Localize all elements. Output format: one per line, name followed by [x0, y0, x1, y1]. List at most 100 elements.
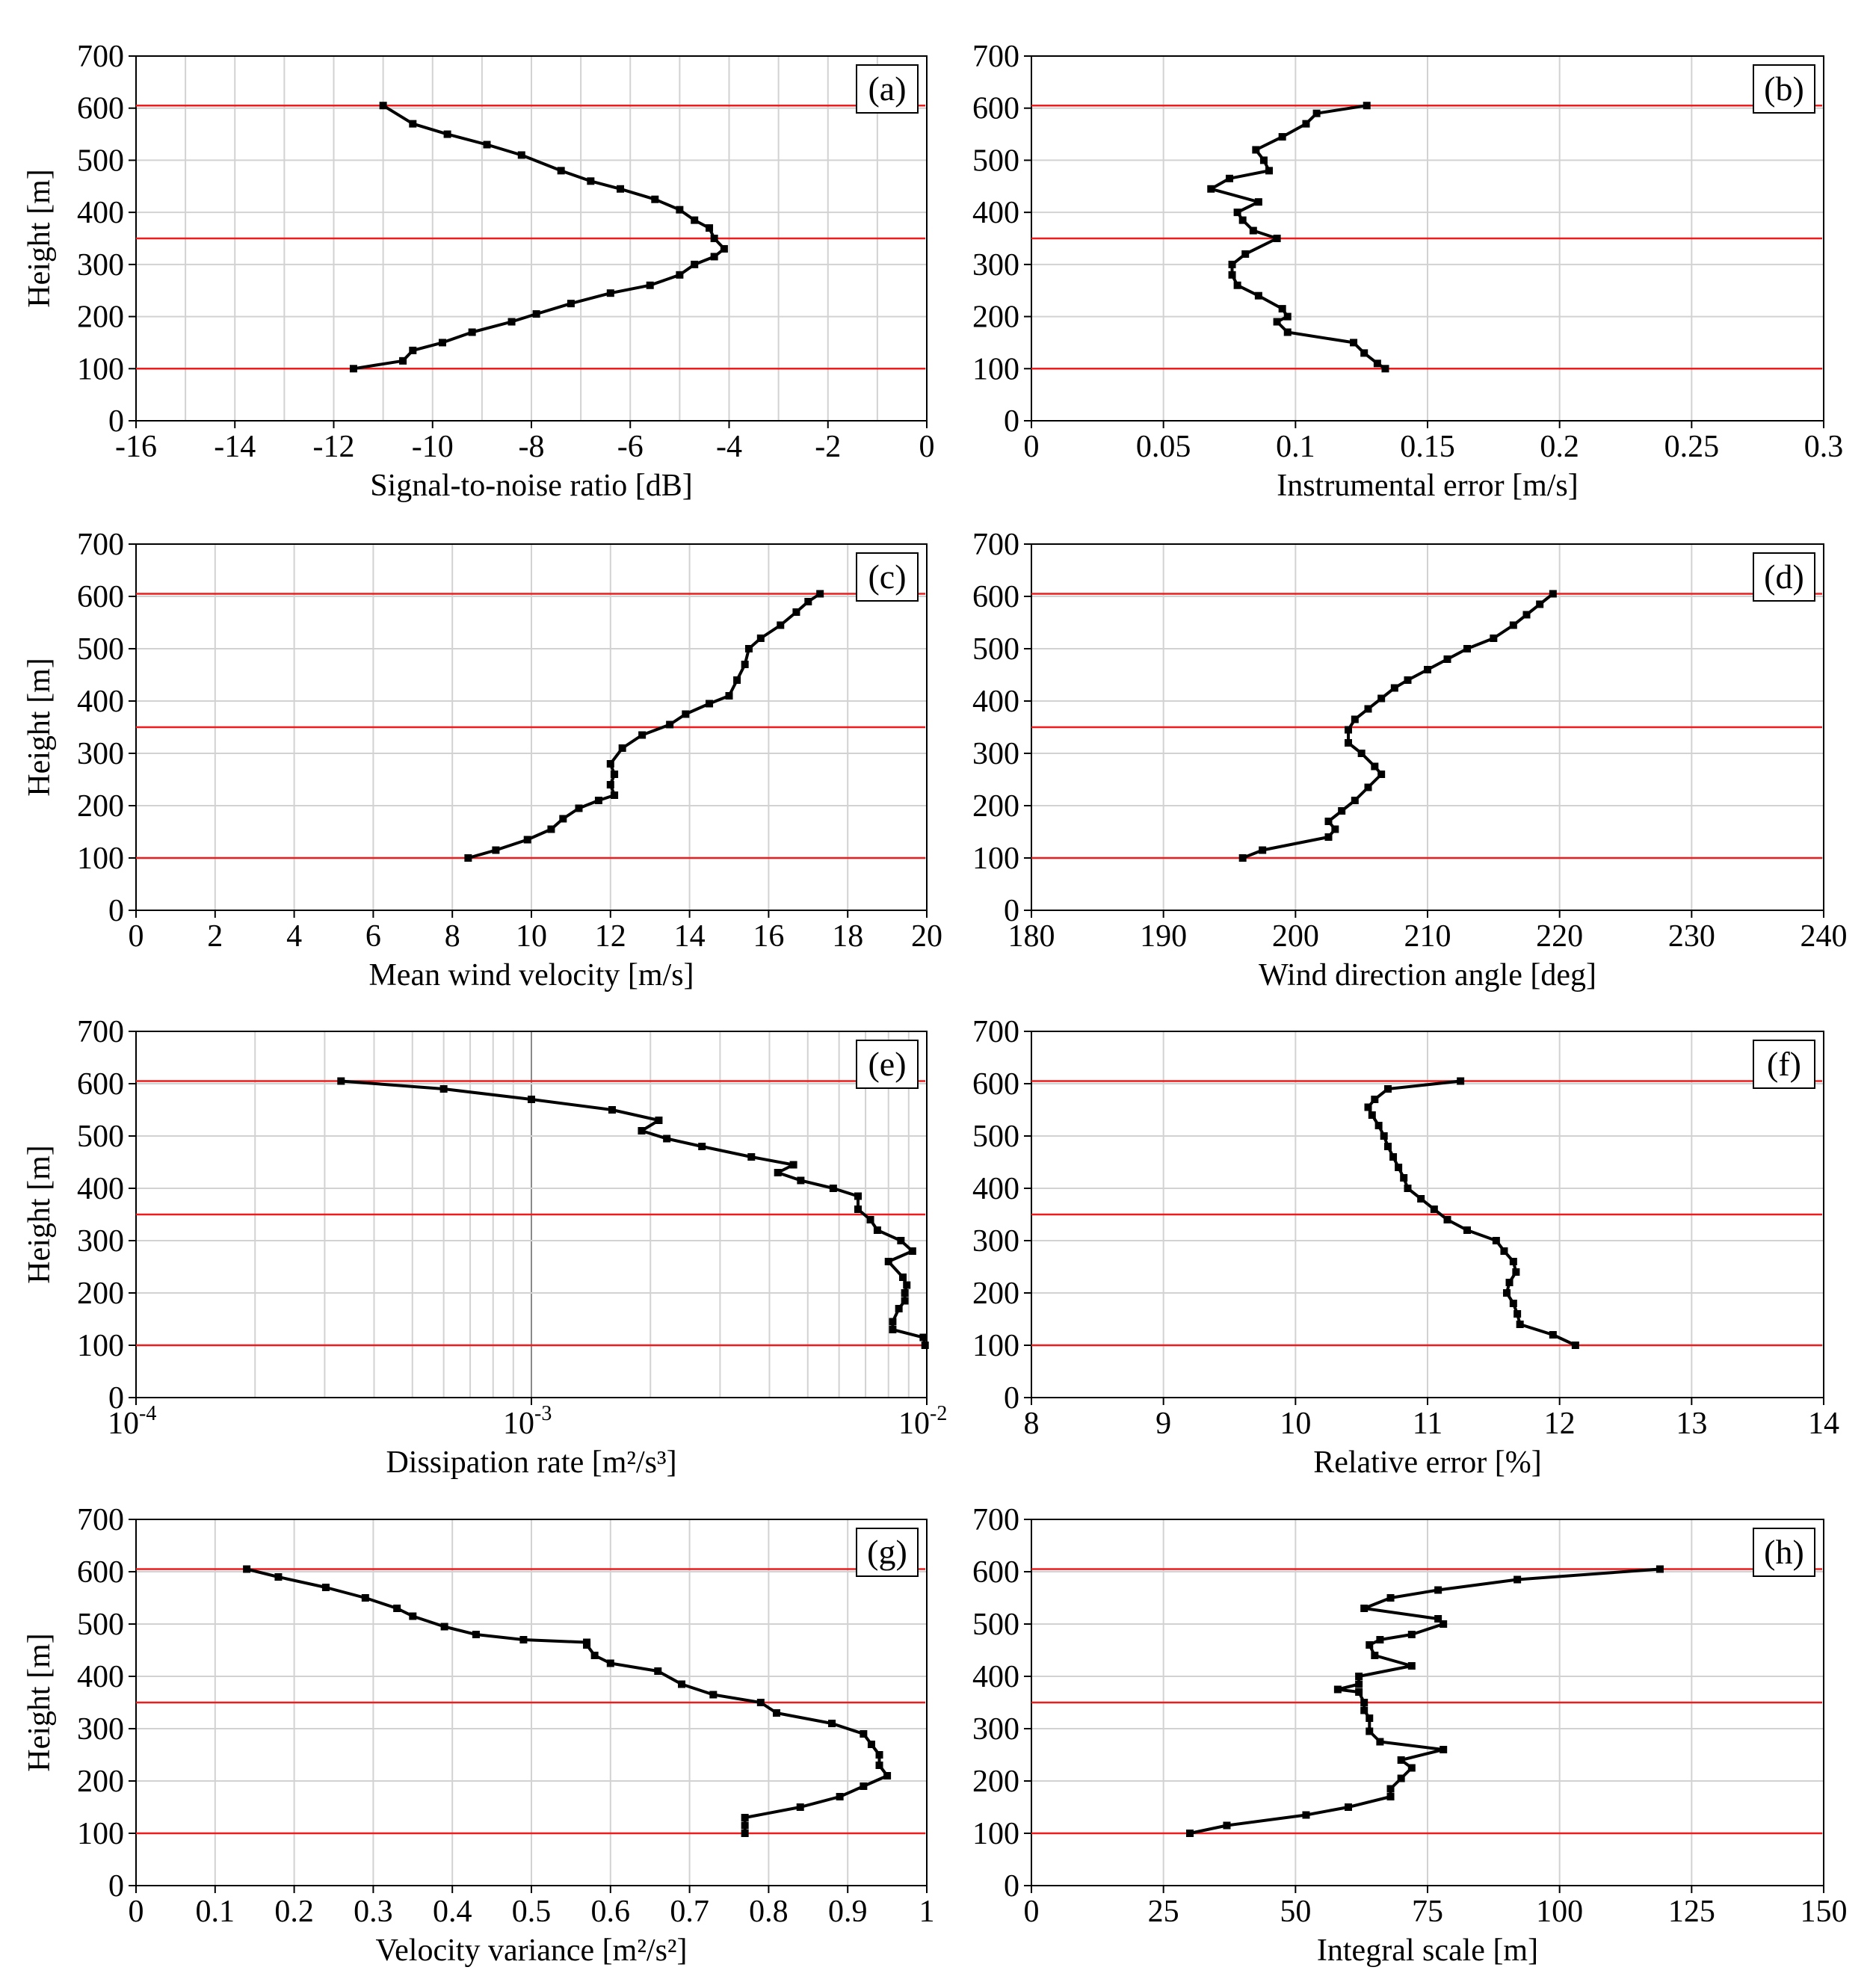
data-point	[1338, 807, 1346, 815]
data-point	[1571, 1342, 1579, 1349]
data-point	[618, 744, 626, 752]
x-tick-label: 0	[919, 430, 935, 464]
data-point	[528, 1096, 535, 1103]
data-point	[1259, 156, 1268, 164]
data-point	[361, 1594, 369, 1602]
data-point	[1207, 185, 1215, 193]
x-tick-label: 10	[516, 919, 547, 954]
data-point	[1395, 1164, 1403, 1171]
x-tick-label: 12	[1544, 1407, 1576, 1441]
data-point	[1366, 1727, 1374, 1735]
data-line	[1189, 1567, 1661, 1835]
data-point	[710, 235, 718, 242]
data-point	[1440, 1620, 1448, 1628]
data-point	[1397, 1774, 1405, 1782]
y-tick-label: 100	[972, 842, 1019, 876]
y-tick-label: 600	[972, 1555, 1019, 1590]
x-tick-label: 2	[207, 919, 223, 954]
data-point	[1278, 133, 1286, 141]
data-point	[1366, 1641, 1374, 1649]
x-axis-label: Dissipation rate [m²/s³]	[386, 1445, 676, 1480]
data-point	[1443, 1216, 1451, 1223]
x-tick-label: 240	[1801, 919, 1848, 954]
data-point	[1549, 590, 1557, 598]
data-point	[1364, 705, 1372, 713]
data-point	[575, 804, 583, 812]
y-tick-label: 600	[77, 580, 124, 614]
chart-panel-c: 0 100 200 300 400 500 600 700 0 2 4 6 8 10 12 14 16 18 20 M…	[22, 528, 942, 993]
y-tick-label: 700	[77, 40, 124, 74]
y-tick-label: 700	[77, 1503, 124, 1537]
data-point	[1360, 1605, 1369, 1612]
x-tick-label: 16	[753, 919, 784, 954]
x-tick-label: 200	[1272, 919, 1319, 954]
data-point	[443, 130, 451, 138]
y-tick-label: 600	[77, 1067, 124, 1102]
x-tick-label: 18	[832, 919, 863, 954]
data-point	[854, 1192, 862, 1200]
data-point	[1345, 739, 1352, 747]
x-tick-label: 50	[1280, 1895, 1311, 1929]
y-tick-label: 300	[972, 1224, 1019, 1259]
panel-label-box	[856, 1040, 919, 1089]
panel-label: (f)	[1767, 1045, 1801, 1083]
data-point	[532, 310, 540, 318]
x-tick-exponent: -3	[534, 1402, 552, 1425]
y-tick-label: 200	[972, 300, 1019, 335]
data-point	[1505, 1279, 1513, 1286]
y-tick-label: 600	[77, 1555, 124, 1590]
data-point	[1457, 1077, 1465, 1085]
data-point	[1381, 365, 1389, 373]
data-point	[720, 244, 728, 253]
data-point	[774, 1169, 782, 1176]
y-tick-label: 200	[77, 789, 124, 824]
data-point	[1386, 1594, 1395, 1602]
data-point	[709, 1691, 718, 1699]
y-tick-label: 500	[972, 1120, 1019, 1154]
data-line	[467, 592, 821, 859]
data-point	[1434, 1586, 1442, 1594]
data-point	[1355, 1673, 1363, 1680]
data-point	[691, 260, 699, 268]
data-point	[756, 1699, 765, 1706]
data-point	[1407, 1631, 1416, 1638]
data-point	[1376, 1738, 1384, 1746]
data-point	[1312, 109, 1321, 117]
data-point	[590, 1652, 599, 1659]
x-tick-label: 190	[1140, 919, 1187, 954]
y-tick-label: 400	[77, 196, 124, 230]
data-point	[606, 289, 614, 297]
data-point	[867, 1741, 875, 1748]
data-point	[594, 797, 602, 804]
x-tick-label: 0.6	[591, 1895, 631, 1929]
data-point	[483, 141, 491, 149]
data-point	[567, 300, 575, 308]
data-point	[519, 1636, 528, 1643]
y-tick-label: 300	[77, 737, 124, 771]
y-tick-label: 300	[77, 1712, 124, 1747]
data-point	[638, 1127, 646, 1135]
y-tick-label: 300	[972, 737, 1019, 771]
y-tick-label: 600	[972, 1067, 1019, 1102]
x-tick-label: 1	[919, 1895, 935, 1929]
data-point	[1345, 1803, 1352, 1811]
y-tick-label: 700	[972, 40, 1019, 74]
data-point	[1656, 1565, 1664, 1573]
y-tick-label: 200	[77, 300, 124, 335]
data-point	[875, 1751, 883, 1759]
x-tick-label: 230	[1668, 919, 1715, 954]
y-tick-label: 0	[108, 894, 124, 928]
data-point	[523, 836, 531, 844]
data-point	[1259, 846, 1267, 854]
y-tick-label: 0	[108, 1381, 124, 1416]
data-point	[243, 1565, 251, 1573]
x-tick-label: 0.9	[828, 1895, 868, 1929]
data-point	[1324, 833, 1333, 841]
x-tick-label: 4	[286, 919, 302, 954]
y-tick-label: 0	[1004, 404, 1019, 439]
chart-panel-f: 0 100 200 300 400 500 600 700 8 9 10 11 12 13 14 Relati…	[972, 1015, 1839, 1480]
data-point	[1430, 1206, 1438, 1213]
data-point	[1377, 771, 1386, 778]
data-point	[1522, 611, 1531, 619]
data-point	[1302, 1811, 1310, 1819]
